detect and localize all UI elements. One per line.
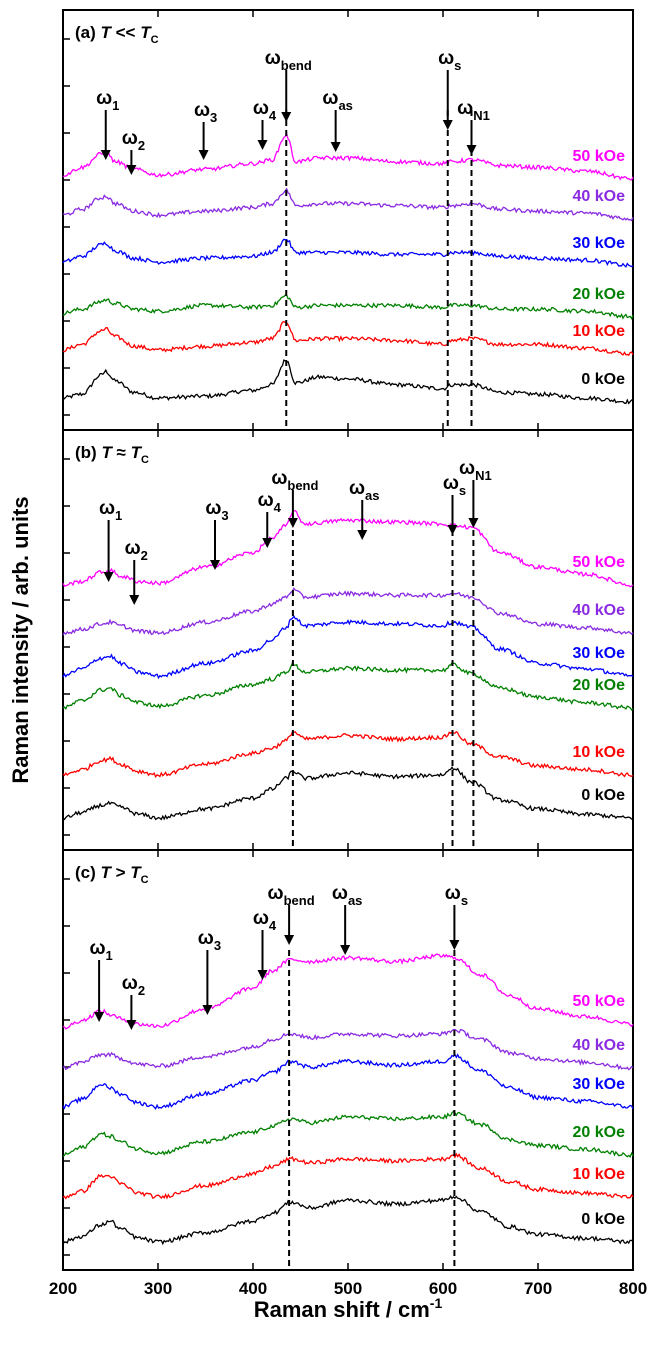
field-label: 30 kOe [573,235,626,252]
mode-label-s: ωs [443,473,466,498]
spectrum-10-koe [62,730,634,778]
mode-arrow-head [202,1005,213,1015]
panel-title: (b) T ≈ TC [75,443,149,466]
field-label: 40 kOe [573,1037,626,1054]
x-tick-label: 600 [429,1279,457,1298]
mode-arrow-head [257,140,268,150]
mode-label-2: ω2 [122,128,145,153]
mode-label-s: ωs [445,883,468,908]
mode-label-3: ω3 [198,928,221,953]
mode-arrow-head [442,120,453,130]
panel-title: (a) T << TC [75,23,159,46]
panel-c: 0 kOe 10 kOe 20 kOe 30 kOe 40 kOe 50 kOe ω1 ω2 ω… [62,849,634,1271]
mode-arrow-head [257,970,268,980]
spectrum-0-koe [62,359,634,405]
mode-arrow-head [262,538,273,548]
mode-label-bend: ωbend [265,48,312,73]
mode-arrow-head [210,560,220,570]
spectrum-50-koe [62,132,634,181]
mode-arrow-head [340,945,351,955]
mode-arrow-head [287,518,298,528]
mode-arrow-head [103,572,114,582]
mode-arrow-head [284,935,295,945]
mode-arrow-head [281,112,292,122]
field-label: 0 kOe [581,787,625,804]
mode-label-bend: ωbend [268,883,315,908]
field-label: 10 kOe [573,323,626,340]
spectrum-50-koe [62,953,634,1030]
spectrum-20-koe [62,294,634,320]
field-label: 50 kOe [573,993,626,1010]
mode-label-1: ω1 [96,88,119,113]
field-label: 0 kOe [581,371,625,388]
panel-title: (c) T > TC [75,863,149,886]
field-label: 30 kOe [573,645,626,662]
mode-arrow-head [466,145,477,155]
mode-arrow-head [447,525,458,535]
mode-label-4: ω4 [253,908,277,933]
x-tick-label: 400 [239,1279,267,1298]
mode-label-4: ω4 [253,98,277,123]
x-tick-label: 500 [334,1279,362,1298]
spectrum-20-koe [62,1110,634,1159]
field-label: 50 kOe [573,554,626,571]
y-axis-title: Raman intensity / arb. units [8,496,33,783]
spectrum-20-koe [62,661,634,711]
mode-label-bend: ωbend [271,468,318,493]
mode-label-2: ω2 [122,973,145,998]
mode-label-3: ω3 [205,498,228,523]
field-label: 20 kOe [573,677,626,694]
field-label: 10 kOe [573,1166,626,1183]
mode-label-3: ω3 [194,100,217,125]
mode-arrow-head [449,940,460,950]
mode-label-2: ω2 [125,538,148,563]
field-label: 0 kOe [581,1211,625,1228]
mode-label-N1: ωN1 [457,98,490,123]
mode-label-as: ωas [332,883,363,908]
spectrum-10-koe [62,1152,634,1200]
mode-label-s: ωs [438,48,461,73]
mode-arrow-head [129,595,140,605]
mode-arrow-head [126,165,137,175]
mode-label-N1: ωN1 [459,458,492,483]
x-tick-label: 200 [49,1279,77,1298]
x-tick-label: 800 [619,1279,647,1298]
field-label: 20 kOe [573,1124,626,1141]
field-label: 40 kOe [573,188,626,205]
x-axis-title: Raman shift / cm-1 [254,1295,443,1322]
mode-label-1: ω1 [99,498,122,523]
mode-arrow-head [357,530,368,540]
mode-arrow-head [468,518,479,528]
spectrum-0-koe [62,766,634,821]
mode-arrow-head [126,1020,137,1030]
spectrum-0-koe [62,1194,634,1246]
mode-label-as: ωas [349,478,380,503]
mode-arrow-head [330,142,341,152]
mode-label-as: ωas [322,88,353,113]
mode-arrow-head [198,150,209,160]
spectrum-30-koe [62,1053,634,1111]
field-label: 50 kOe [573,148,626,165]
spectrum-40-koe [62,187,634,222]
mode-arrow-head [94,1012,105,1022]
field-label: 40 kOe [573,602,626,619]
mode-label-4: ω4 [258,490,282,515]
field-label: 30 kOe [573,1076,626,1093]
panel-frame [62,9,634,431]
mode-arrow-head [100,150,111,160]
spectrum-10-koe [62,320,634,357]
spectrum-50-koe [62,509,634,588]
field-label: 10 kOe [573,744,626,761]
spectrum-30-koe [62,238,634,268]
spectrum-30-koe [62,614,634,680]
mode-label-1: ω1 [89,938,112,963]
x-tick-label: 300 [144,1279,172,1298]
x-tick-label: 700 [524,1279,552,1298]
field-label: 20 kOe [573,286,626,303]
spectrum-40-koe [62,587,634,636]
spectrum-40-koe [62,1028,634,1071]
